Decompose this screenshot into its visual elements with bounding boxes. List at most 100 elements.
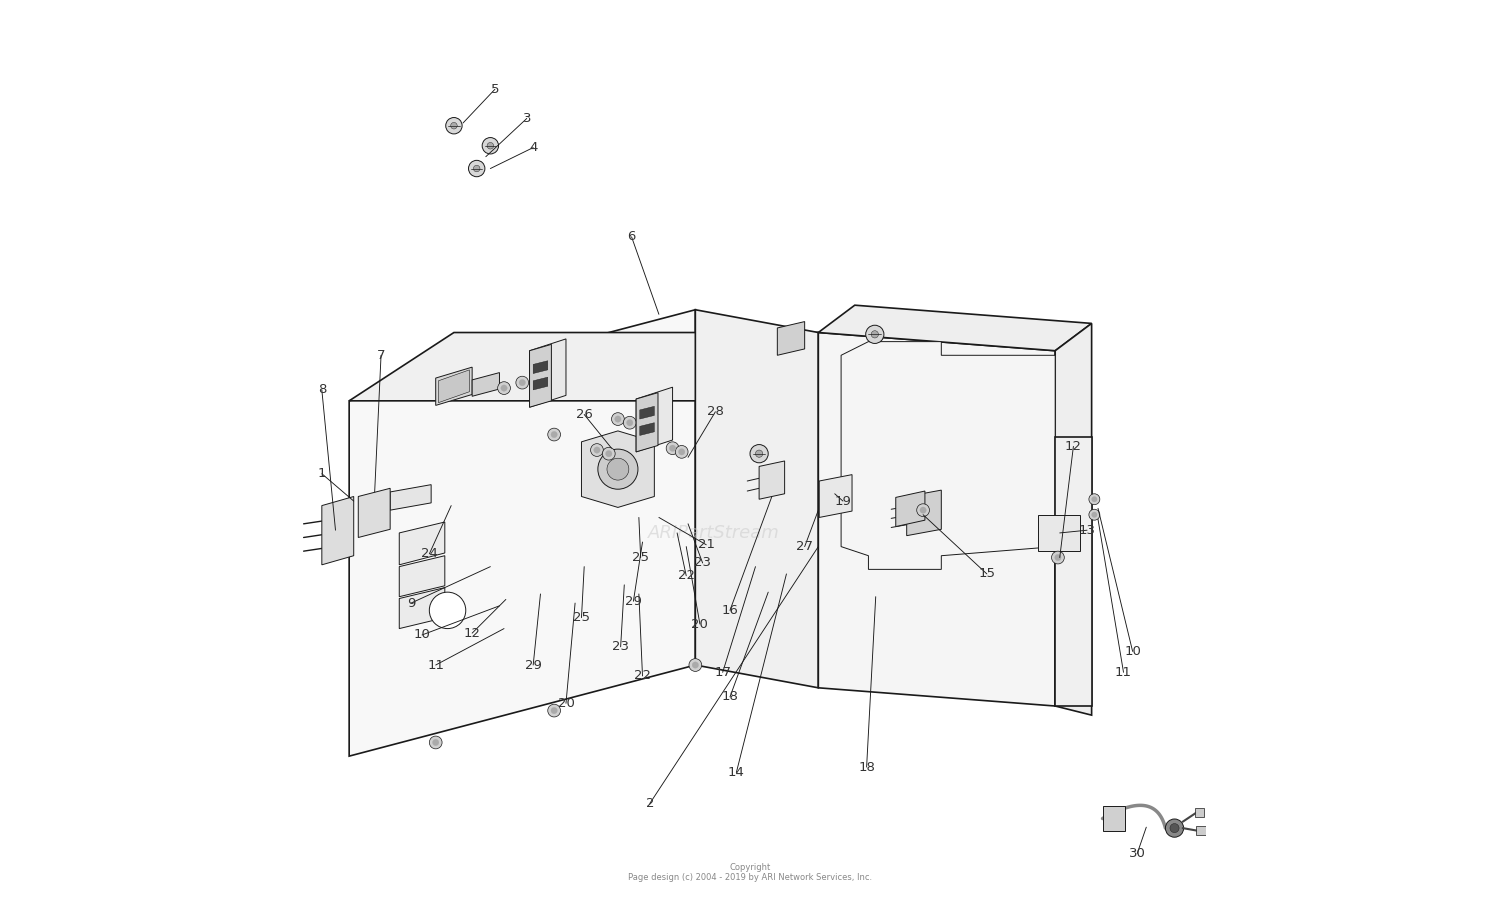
Text: 27: 27 xyxy=(796,540,813,553)
Text: 28: 28 xyxy=(706,405,724,418)
Circle shape xyxy=(548,704,561,717)
Circle shape xyxy=(675,445,688,458)
Text: 16: 16 xyxy=(722,604,738,617)
Polygon shape xyxy=(640,406,654,419)
Polygon shape xyxy=(1194,808,1203,817)
Text: 26: 26 xyxy=(576,408,592,421)
Text: 24: 24 xyxy=(422,548,438,560)
Polygon shape xyxy=(636,387,672,452)
Text: 19: 19 xyxy=(834,495,852,507)
Polygon shape xyxy=(582,431,654,507)
Polygon shape xyxy=(636,393,658,452)
Text: 9: 9 xyxy=(406,597,416,609)
Circle shape xyxy=(688,659,702,671)
Circle shape xyxy=(920,507,927,514)
Polygon shape xyxy=(640,423,654,435)
Circle shape xyxy=(594,447,600,453)
Polygon shape xyxy=(350,333,819,401)
Circle shape xyxy=(519,379,525,386)
Circle shape xyxy=(692,661,699,669)
Text: 29: 29 xyxy=(525,659,542,671)
Circle shape xyxy=(865,325,883,343)
Text: 7: 7 xyxy=(376,349,386,362)
Polygon shape xyxy=(896,491,926,527)
Circle shape xyxy=(624,416,636,429)
Polygon shape xyxy=(399,588,445,629)
Text: 20: 20 xyxy=(692,618,708,630)
Text: 12: 12 xyxy=(1065,440,1082,453)
Polygon shape xyxy=(350,310,696,756)
Circle shape xyxy=(1089,494,1100,505)
Polygon shape xyxy=(530,339,566,407)
Polygon shape xyxy=(472,373,500,396)
Circle shape xyxy=(1052,551,1065,564)
Circle shape xyxy=(916,504,930,517)
Circle shape xyxy=(603,447,615,460)
Text: 13: 13 xyxy=(1078,524,1095,537)
Text: 18: 18 xyxy=(722,691,738,703)
Text: Copyright
Page design (c) 2004 - 2019 by ARI Network Services, Inc.: Copyright Page design (c) 2004 - 2019 by… xyxy=(628,863,872,883)
Circle shape xyxy=(871,331,879,338)
Text: 20: 20 xyxy=(558,697,574,710)
Polygon shape xyxy=(322,496,354,565)
Circle shape xyxy=(516,376,528,389)
Polygon shape xyxy=(759,461,784,499)
Circle shape xyxy=(446,118,462,134)
Circle shape xyxy=(678,449,686,455)
Circle shape xyxy=(1092,512,1096,517)
Text: 2: 2 xyxy=(645,797,654,810)
Polygon shape xyxy=(1197,826,1206,835)
Circle shape xyxy=(1170,824,1179,833)
Polygon shape xyxy=(1102,806,1125,831)
Polygon shape xyxy=(532,377,548,390)
Circle shape xyxy=(501,384,507,392)
Circle shape xyxy=(550,431,558,437)
Circle shape xyxy=(666,442,680,455)
Text: 5: 5 xyxy=(490,83,500,96)
Polygon shape xyxy=(819,333,1054,706)
Circle shape xyxy=(1166,819,1184,837)
Text: 10: 10 xyxy=(1124,645,1142,658)
Circle shape xyxy=(488,142,494,149)
Polygon shape xyxy=(399,556,445,597)
Text: 21: 21 xyxy=(698,538,715,551)
Polygon shape xyxy=(819,305,1092,351)
Text: 25: 25 xyxy=(573,611,590,624)
Text: 23: 23 xyxy=(612,640,628,653)
Text: 18: 18 xyxy=(858,761,874,773)
Circle shape xyxy=(615,415,621,422)
Polygon shape xyxy=(777,322,804,355)
Circle shape xyxy=(612,413,624,425)
Circle shape xyxy=(432,740,439,745)
Polygon shape xyxy=(532,361,548,374)
Text: 14: 14 xyxy=(728,766,746,779)
Circle shape xyxy=(1089,509,1100,520)
Polygon shape xyxy=(906,490,942,536)
Circle shape xyxy=(482,138,498,154)
Circle shape xyxy=(750,445,768,463)
Text: 11: 11 xyxy=(427,659,444,671)
Text: 22: 22 xyxy=(678,569,694,582)
Circle shape xyxy=(1092,496,1096,502)
Circle shape xyxy=(468,160,484,177)
Circle shape xyxy=(548,428,561,441)
Text: ARIPartStream: ARIPartStream xyxy=(648,524,780,542)
Circle shape xyxy=(608,458,628,480)
Circle shape xyxy=(429,592,466,629)
Circle shape xyxy=(606,451,612,456)
Text: 29: 29 xyxy=(626,595,642,608)
Polygon shape xyxy=(819,475,852,517)
Circle shape xyxy=(756,450,764,457)
Text: 1: 1 xyxy=(318,467,326,480)
Circle shape xyxy=(450,122,458,129)
Text: 23: 23 xyxy=(694,557,711,569)
Polygon shape xyxy=(530,344,552,407)
Text: 4: 4 xyxy=(530,141,537,154)
Text: 25: 25 xyxy=(632,551,650,564)
Circle shape xyxy=(362,501,380,519)
Text: 8: 8 xyxy=(318,384,326,396)
Polygon shape xyxy=(842,342,1054,569)
Text: 10: 10 xyxy=(414,629,430,641)
Polygon shape xyxy=(390,485,430,510)
Circle shape xyxy=(627,419,633,425)
